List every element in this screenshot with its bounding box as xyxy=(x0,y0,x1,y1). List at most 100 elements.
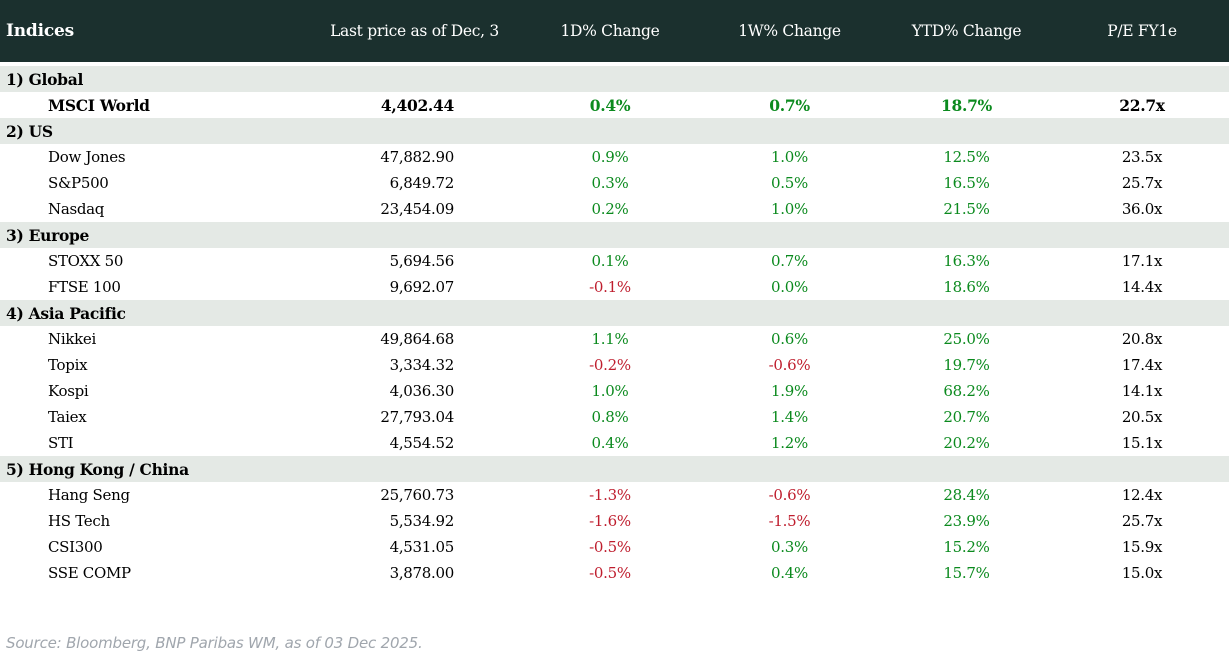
pe-cell: 15.0x xyxy=(1121,564,1163,582)
table-row: Nasdaq 23,454.09 0.2% 1.0% 21.5% 36.0x xyxy=(0,196,1229,222)
pe-cell: 17.1x xyxy=(1121,252,1163,270)
table-row: Nikkei 49,864.68 1.1% 0.6% 25.0% 20.8x xyxy=(0,326,1229,352)
index-name-cell: STI xyxy=(48,434,74,452)
section-row: 3) Europe xyxy=(0,222,1229,248)
1d-change-cell: -0.5% xyxy=(589,564,631,582)
ytd-change-cell: 15.7% xyxy=(943,564,990,582)
1d-change-cell: 1.1% xyxy=(591,330,629,348)
1d-change-cell: 0.4% xyxy=(591,434,629,452)
pe-cell: 23.5x xyxy=(1121,148,1163,166)
table-row: CSI300 4,531.05 -0.5% 0.3% 15.2% 15.9x xyxy=(0,534,1229,560)
column-header-ytd-change: YTD% Change xyxy=(911,22,1022,40)
section-row: 5) Hong Kong / China xyxy=(0,456,1229,482)
index-name-cell: Taiex xyxy=(48,408,87,426)
index-name-cell: S&P500 xyxy=(48,174,109,192)
table-row: MSCI World 4,402.44 0.4% 0.7% 18.7% 22.7x xyxy=(0,92,1229,118)
1w-change-cell: 1.0% xyxy=(771,148,808,166)
1w-change-cell: 0.0% xyxy=(771,278,808,296)
1d-change-cell: 0.1% xyxy=(591,252,629,270)
index-name-cell: Kospi xyxy=(48,382,89,400)
table-row: Hang Seng 25,760.73 -1.3% -0.6% 28.4% 12.4x xyxy=(0,482,1229,508)
1d-change-cell: -0.1% xyxy=(589,278,631,296)
index-name-cell: Topix xyxy=(48,356,88,374)
table-row: Topix 3,334.32 -0.2% -0.6% 19.7% 17.4x xyxy=(0,352,1229,378)
last-price-cell: 4,554.52 xyxy=(389,434,455,452)
pe-cell: 17.4x xyxy=(1121,356,1163,374)
table-header-row: Indices Last price as of Dec, 3 1D% Chan… xyxy=(0,0,1229,62)
1w-change-cell: 0.3% xyxy=(771,538,808,556)
column-header-1d-change: 1D% Change xyxy=(560,22,660,40)
ytd-change-cell: 12.5% xyxy=(943,148,990,166)
pe-cell: 20.8x xyxy=(1121,330,1163,348)
1w-change-cell: 1.2% xyxy=(771,434,808,452)
index-name-cell: Dow Jones xyxy=(48,148,126,166)
pe-cell: 15.1x xyxy=(1121,434,1163,452)
table-title: Indices xyxy=(6,21,74,41)
table-row: S&P500 6,849.72 0.3% 0.5% 16.5% 25.7x xyxy=(0,170,1229,196)
1w-change-cell: 1.9% xyxy=(771,382,808,400)
ytd-change-cell: 18.6% xyxy=(943,278,990,296)
1d-change-cell: 0.9% xyxy=(591,148,629,166)
1w-change-cell: -0.6% xyxy=(768,486,811,504)
table-row: Kospi 4,036.30 1.0% 1.9% 68.2% 14.1x xyxy=(0,378,1229,404)
last-price-cell: 49,864.68 xyxy=(380,330,454,348)
1w-change-cell: 0.7% xyxy=(769,95,810,115)
ytd-change-cell: 23.9% xyxy=(943,512,990,530)
last-price-cell: 5,534.92 xyxy=(389,512,455,530)
1d-change-cell: -0.5% xyxy=(589,538,631,556)
index-name-cell: CSI300 xyxy=(48,538,103,556)
ytd-change-cell: 16.5% xyxy=(943,174,990,192)
ytd-change-cell: 18.7% xyxy=(941,95,992,115)
index-name-cell: HS Tech xyxy=(48,512,110,530)
ytd-change-cell: 21.5% xyxy=(943,200,990,218)
1w-change-cell: -0.6% xyxy=(768,356,811,374)
1d-change-cell: 0.2% xyxy=(591,200,629,218)
1d-change-cell: 0.4% xyxy=(589,95,631,115)
table-row: Dow Jones 47,882.90 0.9% 1.0% 12.5% 23.5x xyxy=(0,144,1229,170)
table-row: Taiex 27,793.04 0.8% 1.4% 20.7% 20.5x xyxy=(0,404,1229,430)
column-header-1w-change: 1W% Change xyxy=(738,22,841,40)
index-name-cell: FTSE 100 xyxy=(48,278,121,296)
index-name-cell: MSCI World xyxy=(48,95,150,115)
ytd-change-cell: 20.7% xyxy=(943,408,990,426)
pe-cell: 12.4x xyxy=(1121,486,1163,504)
last-price-cell: 9,692.07 xyxy=(389,278,455,296)
table-row: HS Tech 5,534.92 -1.6% -1.5% 23.9% 25.7x xyxy=(0,508,1229,534)
ytd-change-cell: 15.2% xyxy=(943,538,990,556)
1w-change-cell: -1.5% xyxy=(768,512,811,530)
table-row: FTSE 100 9,692.07 -0.1% 0.0% 18.6% 14.4x xyxy=(0,274,1229,300)
last-price-cell: 4,531.05 xyxy=(389,538,455,556)
last-price-cell: 47,882.90 xyxy=(380,148,454,166)
column-header-pe: P/E FY1e xyxy=(1107,22,1177,40)
last-price-cell: 3,334.32 xyxy=(389,356,455,374)
table-row: SSE COMP 3,878.00 -0.5% 0.4% 15.7% 15.0x xyxy=(0,560,1229,586)
1d-change-cell: -1.3% xyxy=(589,486,631,504)
last-price-cell: 23,454.09 xyxy=(380,200,454,218)
index-name-cell: STOXX 50 xyxy=(48,252,124,270)
1w-change-cell: 0.5% xyxy=(771,174,808,192)
section-row: 1) Global xyxy=(0,66,1229,92)
last-price-cell: 27,793.04 xyxy=(380,408,454,426)
last-price-cell: 4,402.44 xyxy=(380,95,454,115)
table-row: STOXX 50 5,694.56 0.1% 0.7% 16.3% 17.1x xyxy=(0,248,1229,274)
pe-cell: 25.7x xyxy=(1121,512,1163,530)
section-row: 4) Asia Pacific xyxy=(0,300,1229,326)
ytd-change-cell: 16.3% xyxy=(943,252,990,270)
pe-cell: 25.7x xyxy=(1121,174,1163,192)
index-name-cell: Nikkei xyxy=(48,330,96,348)
last-price-cell: 25,760.73 xyxy=(380,486,454,504)
index-name-cell: SSE COMP xyxy=(48,564,131,582)
1w-change-cell: 0.6% xyxy=(771,330,808,348)
last-price-cell: 6,849.72 xyxy=(389,174,455,192)
ytd-change-cell: 19.7% xyxy=(943,356,990,374)
1d-change-cell: 0.8% xyxy=(591,408,629,426)
ytd-change-cell: 25.0% xyxy=(943,330,990,348)
pe-cell: 22.7x xyxy=(1119,95,1165,115)
last-price-cell: 5,694.56 xyxy=(389,252,455,270)
index-name-cell: Hang Seng xyxy=(48,486,130,504)
last-price-cell: 3,878.00 xyxy=(389,564,455,582)
ytd-change-cell: 20.2% xyxy=(943,434,990,452)
1w-change-cell: 0.7% xyxy=(771,252,808,270)
pe-cell: 14.4x xyxy=(1121,278,1163,296)
